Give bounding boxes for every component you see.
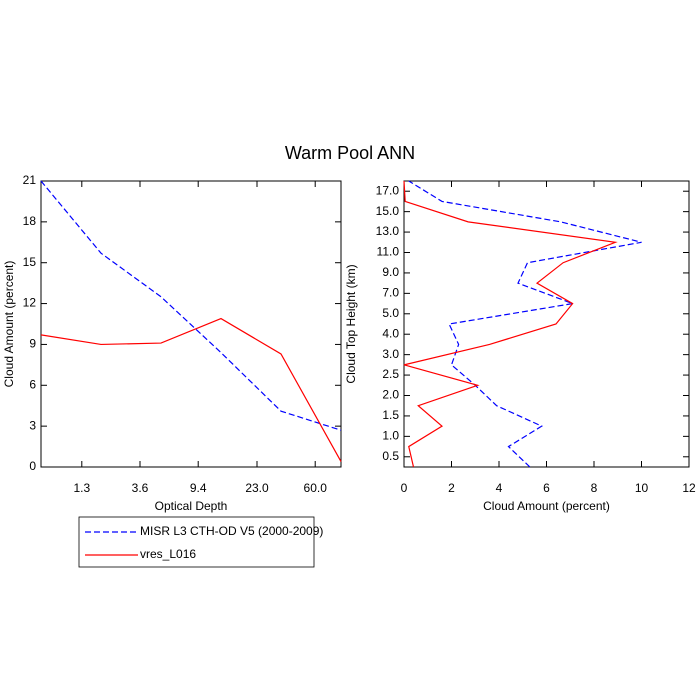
x-tick-label: 0 — [401, 481, 408, 495]
legend-label: vres_L016 — [140, 547, 196, 561]
plot-frame — [40, 180, 342, 468]
legend-label: MISR L3 CTH-OD V5 (2000-2009) — [140, 524, 323, 538]
x-axis-label: Cloud Amount (percent) — [483, 499, 610, 513]
x-tick-label: 4 — [496, 481, 503, 495]
x-tick-label: 23.0 — [245, 481, 269, 495]
y-tick-label: 15 — [23, 255, 37, 269]
y-tick-label: 4.0 — [382, 326, 399, 340]
y-axis-label: Cloud Amount (percent) — [2, 261, 16, 388]
y-tick-label: 12 — [23, 296, 37, 310]
y-tick-label: 9 — [29, 337, 36, 351]
series-line — [40, 317, 342, 462]
y-tick-label: 9.0 — [382, 265, 399, 279]
y-tick-label: 5.0 — [382, 306, 399, 320]
x-axis-label: Optical Depth — [155, 499, 228, 513]
y-tick-label: 1.0 — [382, 429, 399, 443]
series-line — [408, 180, 642, 468]
y-tick-label: 18 — [23, 214, 37, 228]
chart-title: Warm Pool ANN — [285, 143, 415, 163]
x-tick-label: 10 — [635, 481, 649, 495]
y-tick-label: 2.0 — [382, 388, 399, 402]
x-tick-label: 8 — [591, 481, 598, 495]
x-tick-label: 12 — [682, 481, 696, 495]
y-tick-label: 3 — [29, 418, 36, 432]
x-tick-label: 9.4 — [190, 481, 207, 495]
y-tick-label: 7.0 — [382, 286, 399, 300]
x-tick-label: 60.0 — [304, 481, 328, 495]
y-tick-label: 0.5 — [382, 449, 399, 463]
y-axis-label: Cloud Top Height (km) — [344, 264, 358, 383]
x-tick-label: 1.3 — [73, 481, 90, 495]
series-line — [40, 180, 342, 431]
y-tick-label: 11.0 — [377, 245, 400, 259]
y-tick-label: 0 — [29, 459, 36, 473]
x-tick-label: 2 — [448, 481, 455, 495]
plot-frame — [403, 180, 690, 468]
y-tick-label: 1.5 — [382, 408, 399, 422]
x-tick-label: 3.6 — [132, 481, 149, 495]
y-tick-label: 2.5 — [382, 367, 399, 381]
y-tick-label: 13.0 — [376, 224, 400, 238]
y-tick-label: 17.0 — [376, 183, 400, 197]
y-tick-label: 6 — [29, 377, 36, 391]
x-tick-label: 6 — [543, 481, 550, 495]
y-tick-label: 15.0 — [376, 204, 400, 218]
legend-box — [78, 516, 315, 568]
y-tick-label: 3.0 — [382, 347, 399, 361]
series-line — [403, 180, 618, 468]
y-tick-label: 21 — [23, 173, 37, 187]
